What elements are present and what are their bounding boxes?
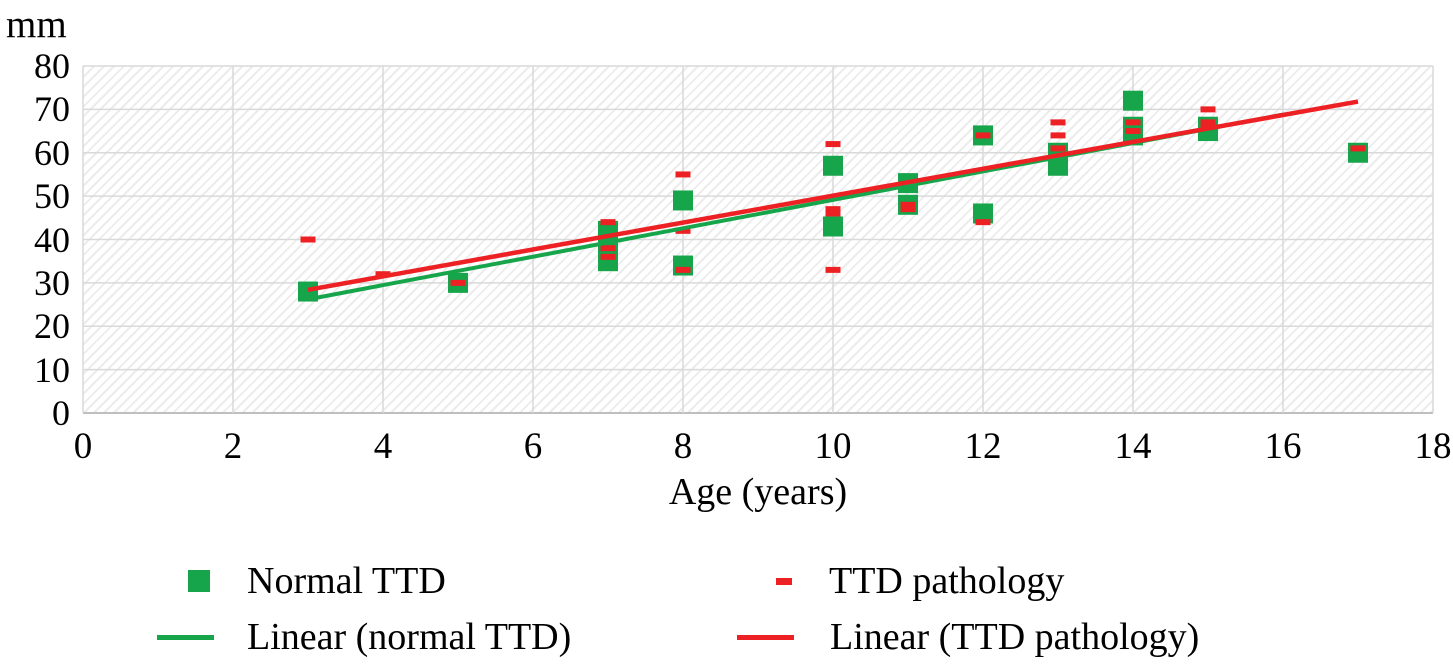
legend-label: Normal TTD xyxy=(247,560,446,602)
ttd-pathology-point xyxy=(975,219,991,226)
x-tick-label: 0 xyxy=(73,426,93,467)
ttd-pathology-point xyxy=(825,266,841,273)
normal-ttd-point xyxy=(673,190,693,211)
y-axis-unit-label: mm xyxy=(6,3,67,46)
legend-item-linear-normal-ttd: Linear (normal TTD) xyxy=(157,612,571,662)
ttd-pathology-point xyxy=(1350,145,1366,152)
ttd-pathology-point xyxy=(1050,132,1066,139)
ttd-pathology-point xyxy=(600,219,616,226)
x-tick-label: 4 xyxy=(373,426,393,467)
y-tick-label: 30 xyxy=(34,262,70,303)
ttd-pathology-point xyxy=(825,206,841,213)
ttd-pathology-point xyxy=(675,227,691,234)
x-tick-label: 8 xyxy=(673,426,693,467)
x-tick-label: 16 xyxy=(1264,426,1302,467)
ttd-pathology-point xyxy=(1050,145,1066,152)
ttd-pathology-point xyxy=(825,210,841,217)
ttd-pathology-point xyxy=(1050,119,1066,126)
ttd-pathology-point xyxy=(675,266,691,273)
x-tick-label: 6 xyxy=(523,426,543,467)
y-tick-label: 70 xyxy=(34,89,70,130)
ttd-pathology-point xyxy=(675,171,691,178)
x-tick-label: 18 xyxy=(1414,426,1452,467)
normal-ttd-point xyxy=(973,203,993,224)
legend-label: TTD pathology xyxy=(829,560,1065,602)
normal-ttd-point xyxy=(1123,90,1143,111)
legend-item-normal-ttd: Normal TTD xyxy=(188,556,446,606)
legend-dash-marker xyxy=(776,577,792,585)
y-tick-label: 10 xyxy=(34,349,70,390)
legend-label: Linear (normal TTD) xyxy=(247,616,572,658)
ttd-pathology-point xyxy=(900,201,916,208)
y-tick-label: 60 xyxy=(34,132,70,173)
ttd-pathology-point xyxy=(1125,119,1141,126)
x-axis-title: Age (years) xyxy=(668,471,848,513)
trendline-ttd-pathology xyxy=(307,99,1359,293)
y-tick-label: 20 xyxy=(34,306,70,347)
legend-label: Linear (TTD pathology) xyxy=(830,616,1200,658)
ttd-pathology-point xyxy=(975,132,991,139)
ttd-pathology-point xyxy=(1200,106,1216,113)
x-tick-label: 14 xyxy=(1114,426,1152,467)
normal-ttd-point xyxy=(823,216,843,237)
y-tick-label: 80 xyxy=(34,46,70,86)
legend-square-marker xyxy=(188,570,210,592)
ttd-pathology-point xyxy=(1200,119,1216,126)
legend-item-ttd-pathology: TTD pathology xyxy=(776,556,1064,606)
x-tick-label: 2 xyxy=(223,426,243,467)
ttd-pathology-point xyxy=(450,279,466,286)
y-tick-label: 50 xyxy=(34,176,70,217)
legend-item-linear-ttd-pathology: Linear (TTD pathology) xyxy=(737,612,1199,662)
ttd-pathology-point xyxy=(825,141,841,148)
ttd-pathology-point xyxy=(600,245,616,252)
legend-green-line-marker xyxy=(157,634,214,640)
x-tick-label: 10 xyxy=(814,426,852,467)
y-tick-label: 0 xyxy=(52,393,70,433)
x-tick-label: 12 xyxy=(964,426,1002,467)
legend-red-line-marker xyxy=(737,634,794,640)
ttd-pathology-point xyxy=(600,253,616,260)
ttd-pathology-point xyxy=(900,206,916,213)
normal-ttd-point xyxy=(823,155,843,176)
ttd-pathology-point xyxy=(300,236,316,243)
ttd-pathology-point xyxy=(1125,128,1141,135)
y-tick-label: 40 xyxy=(34,219,70,260)
normal-ttd-point xyxy=(1048,155,1068,176)
